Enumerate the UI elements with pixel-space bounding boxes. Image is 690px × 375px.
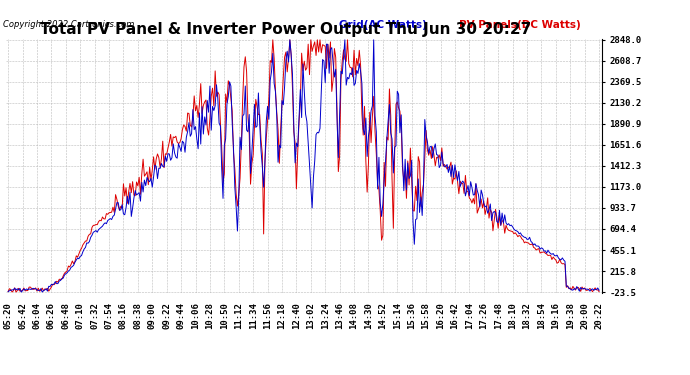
Title: Total PV Panel & Inverter Power Output Thu Jun 30 20:27: Total PV Panel & Inverter Power Output T…: [40, 22, 531, 37]
Text: PV Panels(DC Watts): PV Panels(DC Watts): [459, 20, 580, 30]
Text: Copyright 2022 Cartronics.com: Copyright 2022 Cartronics.com: [3, 20, 134, 29]
Text: Grid(AC Watts): Grid(AC Watts): [339, 20, 427, 30]
